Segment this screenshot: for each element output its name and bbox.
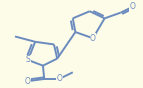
Text: O: O bbox=[56, 74, 62, 83]
Text: O: O bbox=[25, 77, 31, 86]
Text: O: O bbox=[130, 2, 135, 11]
Text: O: O bbox=[90, 34, 96, 43]
Text: S: S bbox=[26, 55, 30, 64]
